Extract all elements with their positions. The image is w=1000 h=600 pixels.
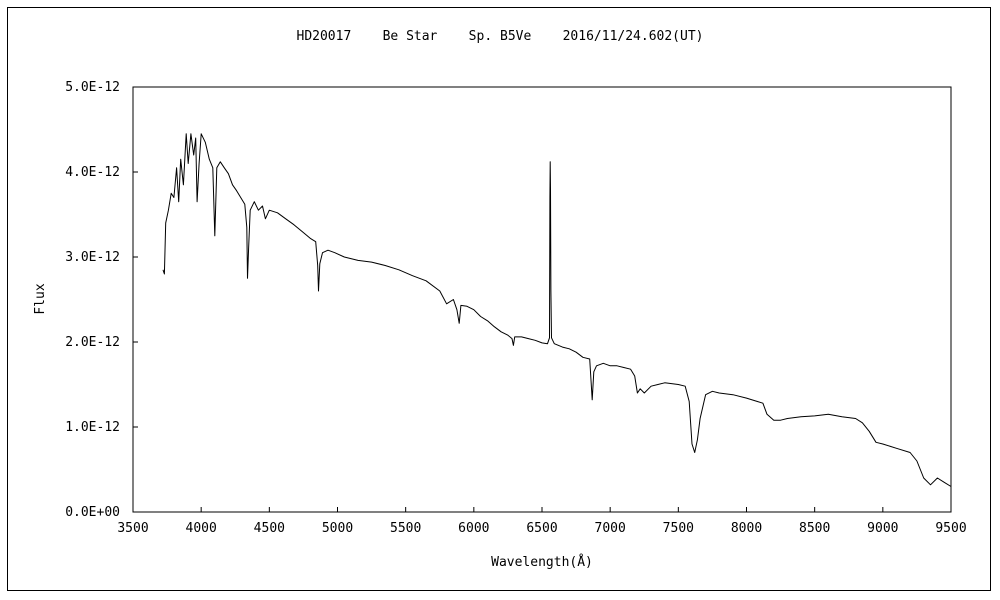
y-tick-label: 1.0E-12: [65, 420, 120, 435]
x-tick-label: 9500: [935, 521, 966, 536]
y-tick-label: 5.0E-12: [65, 80, 120, 95]
y-tick-label: 4.0E-12: [65, 165, 120, 180]
x-tick-label: 4500: [254, 521, 285, 536]
x-tick-label: 8000: [731, 521, 762, 536]
x-tick-label: 5500: [390, 521, 421, 536]
flux-spectrum-line: [162, 133, 952, 487]
chart-title: HD20017 Be Star Sp. B5Ve 2016/11/24.602(…: [297, 29, 704, 44]
y-tick-label: 3.0E-12: [65, 250, 120, 265]
x-tick-label: 7500: [663, 521, 694, 536]
x-tick-label: 9000: [867, 521, 898, 536]
y-tick-label: 0.0E+00: [65, 505, 120, 520]
x-tick-label: 6500: [526, 521, 557, 536]
x-tick-label: 8500: [799, 521, 830, 536]
y-tick-label: 2.0E-12: [65, 335, 120, 350]
x-tick-label: 6000: [458, 521, 489, 536]
x-axis-ticks: 3500 4000 4500 5000 5500 6000 6500 7000 7500 8000…: [117, 507, 967, 536]
x-tick-label: 5000: [322, 521, 353, 536]
plot-area: [132, 86, 952, 513]
y-axis-ticks: 0.0E+00 1.0E-12 2.0E-12 3.0E-12 4.0E-12 5.0E-…: [65, 80, 138, 520]
chart-frame: [7, 7, 991, 591]
x-axis-label: Wavelength(Å): [491, 554, 593, 570]
y-axis-label: Flux: [33, 283, 48, 314]
x-tick-label: 3500: [117, 521, 148, 536]
x-tick-label: 7000: [595, 521, 626, 536]
x-tick-label: 4000: [186, 521, 217, 536]
